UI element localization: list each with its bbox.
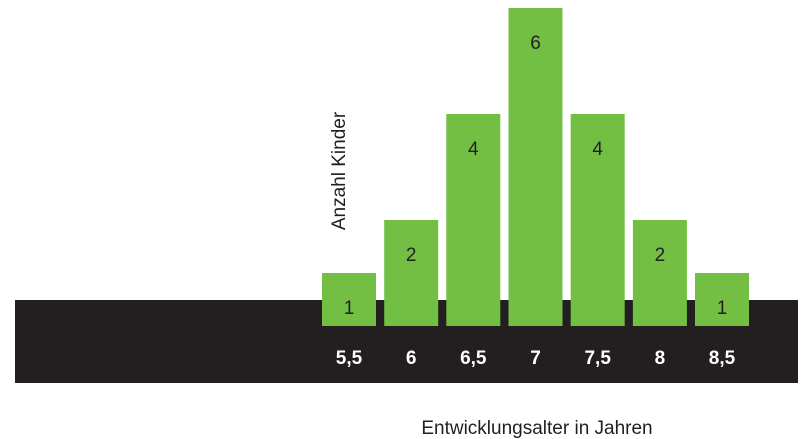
bar-7-5 [570, 114, 625, 326]
bar-value-label: 1 [344, 298, 355, 319]
bar-8-5 [695, 273, 749, 326]
bar-value-label: 6 [530, 33, 541, 54]
bar-value-label: 2 [655, 245, 666, 266]
bar-6-5 [446, 114, 501, 326]
bar-value-label: 4 [592, 139, 603, 160]
x-tick-label: 7,5 [584, 348, 611, 369]
bar-6 [384, 220, 439, 326]
x-tick-labels: 5,5 6 6,5 7 7,5 8 8,5 [336, 348, 736, 369]
bar-value-label: 1 [717, 298, 728, 319]
x-tick-label: 7 [530, 348, 541, 369]
y-axis-label: Anzahl Kinder [329, 111, 350, 230]
x-tick-label: 5,5 [336, 348, 363, 369]
bar-8 [632, 220, 687, 326]
x-tick-label: 6 [406, 348, 417, 369]
bar-value-label: 2 [406, 245, 417, 266]
bar-value-label: 4 [468, 139, 479, 160]
x-axis-label: Entwicklungsalter in Jahren [421, 418, 652, 439]
bars-group: 1 2 4 6 4 2 1 [322, 8, 749, 326]
bar-5-5 [322, 273, 376, 326]
x-tick-label: 8,5 [709, 348, 736, 369]
x-tick-label: 8 [655, 348, 666, 369]
x-tick-label: 6,5 [460, 348, 487, 369]
bar-7 [508, 8, 563, 326]
